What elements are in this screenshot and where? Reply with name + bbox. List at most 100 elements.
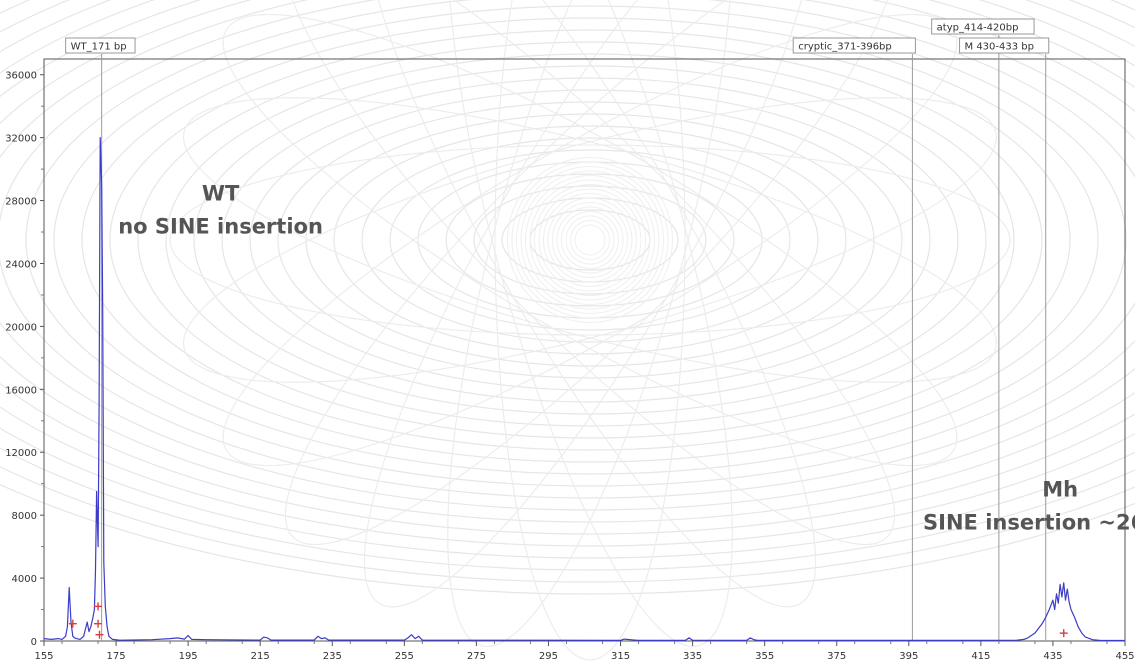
x-tick-label: 355 xyxy=(755,651,774,662)
pattern-center-ring xyxy=(529,179,651,301)
x-tick-label: 315 xyxy=(611,651,630,662)
axis-ticks: 155 175 195 215 235 255 275 295 315 335 355 375 395 4… xyxy=(5,71,1134,662)
pattern-ring xyxy=(193,65,987,415)
bin-label: atyp_414-420bp xyxy=(937,23,1019,34)
y-tick-label: 4000 xyxy=(12,574,37,585)
annotation-text: WT xyxy=(202,182,240,206)
pattern-petal xyxy=(169,144,1011,336)
pattern-petal xyxy=(222,13,958,467)
pattern-petal xyxy=(363,0,817,608)
bin-label: cryptic_371-396bp xyxy=(798,42,892,53)
pattern-petal xyxy=(447,0,733,647)
series-line xyxy=(43,137,1126,642)
pattern-petal xyxy=(285,0,895,545)
bin-label: WT_171 bp xyxy=(71,42,127,53)
annotation-text: no SINE insertion xyxy=(118,215,323,239)
pattern-ring xyxy=(0,0,1135,583)
bin-label-box xyxy=(931,18,1035,35)
pattern-ring xyxy=(0,0,1135,547)
pattern-petal xyxy=(222,13,958,467)
y-tick-label: 32000 xyxy=(5,134,37,145)
pattern-center-ring xyxy=(556,206,624,274)
x-tick-label: 395 xyxy=(899,651,918,662)
pattern-petal xyxy=(183,97,997,383)
annotation-text: Mh xyxy=(1042,477,1078,501)
x-tick-label: 435 xyxy=(1043,651,1062,662)
pattern-center-ring xyxy=(507,157,673,323)
x-tick-label: 255 xyxy=(395,651,414,662)
pattern-ring xyxy=(389,149,791,331)
pattern-petal xyxy=(447,0,733,647)
pattern-ring xyxy=(0,0,1135,559)
pattern-petal xyxy=(183,97,997,383)
y-tick-label: 0 xyxy=(31,637,37,648)
pattern-ring xyxy=(165,53,1015,427)
pattern-ring xyxy=(81,17,1099,463)
pattern-ring xyxy=(137,41,1043,439)
bin-label-box xyxy=(959,37,1050,54)
pattern-ring xyxy=(53,5,1127,475)
pattern-center-ring xyxy=(552,202,628,278)
x-tick-label: 275 xyxy=(467,651,486,662)
x-tick-label: 175 xyxy=(107,651,126,662)
x-tick-label: 235 xyxy=(323,651,342,662)
pattern-ring xyxy=(361,137,819,343)
plot-border xyxy=(43,58,1126,642)
pattern-center-ring xyxy=(534,184,646,296)
y-tick-label: 16000 xyxy=(5,385,37,396)
annotation-text: SINE insertion ~269 bp xyxy=(923,510,1135,534)
x-tick-label: 195 xyxy=(179,651,198,662)
pattern-center-ring xyxy=(561,211,619,269)
pattern-center-ring xyxy=(511,161,669,319)
pattern-ring xyxy=(0,483,1135,595)
pattern-ring xyxy=(305,113,875,367)
pattern-center-ring xyxy=(547,197,633,283)
x-tick-label: 295 xyxy=(539,651,558,662)
pattern-ring xyxy=(0,0,1135,571)
pattern-petal xyxy=(285,0,895,545)
pattern-petal xyxy=(222,13,958,467)
pattern-center-ring xyxy=(543,193,637,287)
bin-label: M 430-433 bp xyxy=(965,42,1034,53)
bin-label-box xyxy=(65,37,136,54)
pattern-petal xyxy=(183,97,997,383)
pattern-petal xyxy=(363,0,817,608)
pattern-ring xyxy=(109,29,1071,451)
pattern-ring xyxy=(473,185,707,295)
x-tick-label: 375 xyxy=(827,651,846,662)
bin-label-box xyxy=(792,37,916,54)
x-tick-label: 335 xyxy=(683,651,702,662)
pattern-ring xyxy=(0,0,1135,535)
pattern-ring xyxy=(333,125,847,355)
pattern-ring xyxy=(249,89,931,391)
pattern-center-ring xyxy=(516,166,664,314)
plot-frame xyxy=(43,58,1126,642)
pattern-center-ring xyxy=(538,188,642,292)
peak-markers xyxy=(68,602,1068,639)
x-tick-label: 155 xyxy=(34,651,53,662)
pattern-petal xyxy=(363,0,817,608)
pattern-petal xyxy=(285,0,895,545)
y-tick-label: 24000 xyxy=(5,259,37,270)
pattern-center-ring xyxy=(565,215,615,265)
pattern-petal xyxy=(494,0,686,661)
x-tick-label: 455 xyxy=(1115,651,1134,662)
x-tick-label: 215 xyxy=(251,651,270,662)
pattern-petal xyxy=(183,97,997,383)
pattern-ring xyxy=(0,0,1135,499)
y-tick-label: 36000 xyxy=(5,71,37,82)
pattern-petal xyxy=(363,0,817,608)
pattern-ring xyxy=(445,173,735,307)
annotations: WT no SINE insertion Mh SINE insertion ~269… xyxy=(118,182,1135,535)
y-tick-label: 12000 xyxy=(5,448,37,459)
pattern-center-ring xyxy=(574,224,606,256)
x-tick-label: 415 xyxy=(971,651,990,662)
y-tick-label: 8000 xyxy=(12,511,37,522)
trace-series xyxy=(43,137,1126,642)
y-tick-label: 20000 xyxy=(5,322,37,333)
pattern-petal xyxy=(285,0,895,545)
pattern-ring xyxy=(0,0,1135,511)
pattern-center-ring xyxy=(525,175,655,305)
pattern-ring xyxy=(25,0,1135,487)
